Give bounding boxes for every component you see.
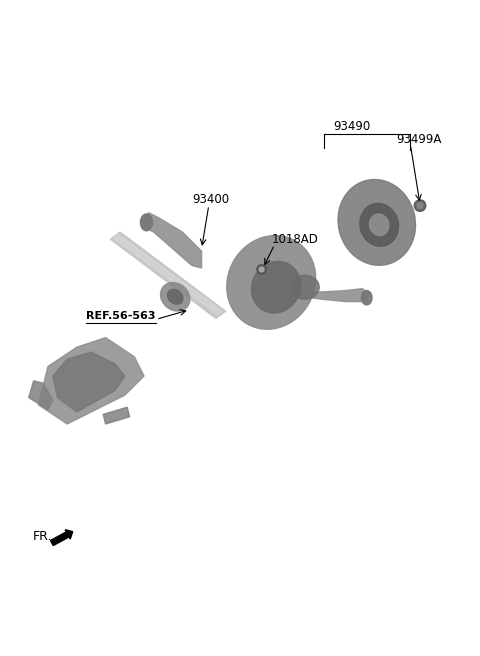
Polygon shape [295,289,370,302]
Ellipse shape [338,180,416,265]
Ellipse shape [290,276,319,299]
Circle shape [414,200,426,211]
Polygon shape [114,234,222,315]
Circle shape [259,267,264,272]
Polygon shape [142,213,202,268]
Polygon shape [103,407,130,424]
Text: 1018AD: 1018AD [271,233,318,245]
Polygon shape [38,338,144,424]
Circle shape [417,203,423,209]
Ellipse shape [227,236,316,329]
Text: FR.: FR. [33,530,52,543]
Polygon shape [110,232,226,318]
Polygon shape [53,352,125,412]
Ellipse shape [252,261,300,313]
Ellipse shape [360,203,398,246]
Ellipse shape [140,214,153,231]
Ellipse shape [160,283,190,311]
Text: 93400: 93400 [192,194,229,206]
Ellipse shape [361,291,372,305]
FancyArrow shape [50,530,73,546]
Ellipse shape [168,289,183,304]
Text: 93490: 93490 [334,120,371,133]
Text: 93499A: 93499A [396,133,442,146]
Text: REF.56-563: REF.56-563 [86,312,156,321]
Polygon shape [29,380,53,409]
Circle shape [257,264,266,274]
Ellipse shape [370,214,389,236]
